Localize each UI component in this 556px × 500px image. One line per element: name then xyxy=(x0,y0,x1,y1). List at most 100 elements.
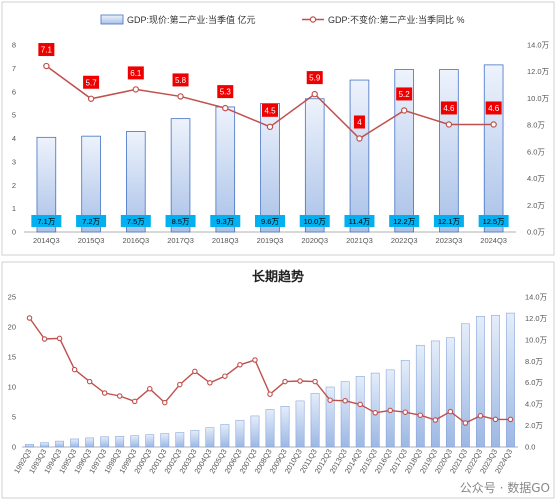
bar-value-box xyxy=(255,215,285,227)
line-value-label: 4.6 xyxy=(443,104,455,113)
bar xyxy=(215,106,236,233)
bar-value-label: 7.2万 xyxy=(82,217,100,226)
bar xyxy=(370,372,380,448)
bar xyxy=(349,79,370,233)
watermark: 公众号 · 数据GO xyxy=(459,481,550,495)
line-point xyxy=(222,373,228,379)
x-tick-label: 2017Q3 xyxy=(167,236,194,245)
bar xyxy=(295,400,305,448)
line-point xyxy=(357,401,363,408)
line-point xyxy=(87,95,95,102)
legend: GDP:现价:第二产业:当季值 亿元 GDP:不变价:第二产业:当季同比 % xyxy=(100,14,465,25)
bar xyxy=(400,359,410,448)
line-point xyxy=(177,381,183,388)
line-value-label: 4.5 xyxy=(264,106,276,115)
bar xyxy=(85,437,95,448)
bar xyxy=(100,436,110,448)
line-value-box xyxy=(217,85,234,99)
legend-line-marker xyxy=(309,16,317,23)
y-left-tick: 15 xyxy=(8,353,16,362)
line-point xyxy=(222,104,229,112)
y-left-tick: 25 xyxy=(8,293,16,302)
bar xyxy=(175,432,185,448)
y-right-tick: 0.0 xyxy=(525,443,535,452)
bar xyxy=(394,69,414,233)
y-right-tick: 8.0万 xyxy=(525,357,543,366)
line-point xyxy=(86,378,93,385)
y-right-tick: 8.0万 xyxy=(527,121,545,130)
line-point xyxy=(342,398,348,404)
bar-value-label: 9.3万 xyxy=(216,217,234,226)
x-tick-label: 2018Q3 xyxy=(212,236,239,245)
y-left-tick: 1 xyxy=(12,204,16,213)
bar xyxy=(355,376,365,448)
y-left-tick: 3 xyxy=(12,157,16,166)
bottom-chart-title: 长期趋势 xyxy=(252,269,304,284)
bar xyxy=(439,69,459,233)
line-point xyxy=(237,362,243,368)
x-tick-label: 2020Q3 xyxy=(301,236,328,245)
bar xyxy=(304,98,325,233)
y-right-tick: 6.0万 xyxy=(525,378,543,387)
line-value-label: 7.1 xyxy=(41,46,53,55)
bar xyxy=(36,136,57,233)
bar xyxy=(250,415,260,448)
y-left-tick: 7 xyxy=(12,64,16,73)
bar xyxy=(170,118,191,233)
line-value-box xyxy=(306,71,323,85)
bar-value-label: 10.0万 xyxy=(304,217,327,226)
line-point xyxy=(327,397,333,403)
x-tick-label: 2024Q3 xyxy=(480,236,507,245)
x-tick-label: 2023Q3 xyxy=(436,236,463,245)
line-point xyxy=(252,357,258,363)
y-left-tick: 4 xyxy=(12,134,16,143)
x-tick-label: 2016Q3 xyxy=(122,236,149,245)
y-left-tick: 20 xyxy=(8,323,16,332)
line-point xyxy=(311,90,318,98)
bar-value-label: 9.6万 xyxy=(261,217,279,226)
y-right-tick: 4.0万 xyxy=(527,174,545,183)
bar xyxy=(340,381,350,448)
line-point xyxy=(177,93,184,100)
line-value-box xyxy=(485,101,502,115)
line-point xyxy=(131,398,138,405)
bar xyxy=(160,433,170,448)
line-point xyxy=(132,86,140,93)
bar-value-label: 7.1万 xyxy=(37,217,55,226)
y-right-tick: 4.0万 xyxy=(525,400,543,409)
x-tick-label: 2014Q3 xyxy=(33,236,60,245)
bar-value-label: 7.5万 xyxy=(127,217,145,226)
line-value-box xyxy=(83,75,100,89)
line-value-box xyxy=(353,115,365,129)
bar-value-box xyxy=(344,215,375,227)
line-point xyxy=(282,378,288,385)
y-left-tick: 5 xyxy=(12,111,16,120)
y-right-tick: 2.0万 xyxy=(527,201,545,210)
x-tick-label: 2015Q3 xyxy=(78,236,105,245)
bar xyxy=(310,393,320,448)
top-chart: 0 1 2 3 4 5 6 7 8 0.0万 2.0万 4.0万 6.0万 8.0万 10.0万 12.0万 1… xyxy=(12,41,550,246)
y-left-tick: 10 xyxy=(8,383,16,392)
bar xyxy=(40,442,49,448)
line-point xyxy=(400,107,408,114)
bar-value-box xyxy=(31,215,62,227)
bar xyxy=(145,434,155,448)
bar-value-label: 12.1万 xyxy=(438,217,461,226)
bar-value-box xyxy=(210,215,241,227)
x-tick-label: 2022Q3 xyxy=(391,236,418,245)
x-tick-label: 2019Q3 xyxy=(257,236,284,245)
y-left-tick: 0 xyxy=(12,228,16,237)
legend-bar-label: GDP:现价:第二产业:当季值 亿元 xyxy=(127,14,256,25)
bar xyxy=(235,419,245,448)
line-value-label: 4 xyxy=(357,118,362,127)
bar xyxy=(483,64,504,233)
bar xyxy=(205,427,215,448)
bar-value-label: 12.2万 xyxy=(393,217,416,226)
y-right-tick: 14.0万 xyxy=(527,41,550,50)
line-point xyxy=(266,123,274,131)
line-point xyxy=(41,336,48,342)
bar xyxy=(445,337,455,448)
bar-value-label: 12.5万 xyxy=(483,217,506,226)
line-value-box xyxy=(38,43,55,57)
